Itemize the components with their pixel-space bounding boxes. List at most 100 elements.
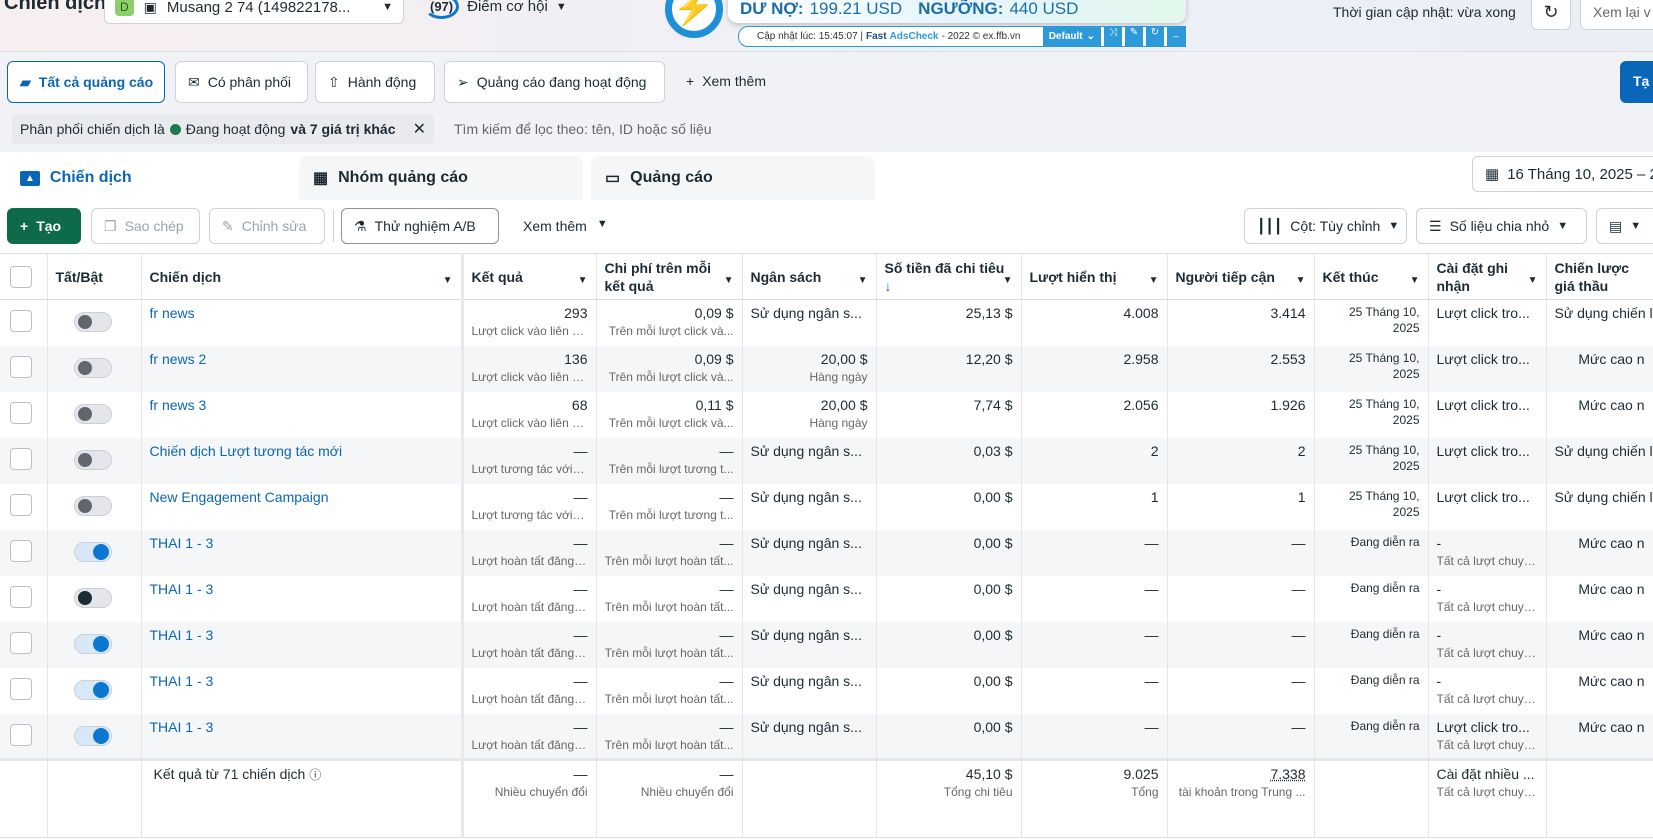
campaign-name-link[interactable]: THAI 1 - 3 [149,580,214,597]
more-actions-button[interactable]: Xem thêm ▼ [523,218,608,234]
col-campaign[interactable]: Chiến dịch ▼ [141,253,463,300]
campaign-name-link[interactable]: fr news [149,305,195,321]
filter-chip[interactable]: Phân phối chiến dịch là Đang hoạt động v… [12,114,434,144]
campaign-toggle[interactable] [73,403,112,424]
reach-cell: 2.553 [1167,345,1315,392]
minimize-icon[interactable]: _ [1167,27,1185,46]
create-button[interactable]: + Tạo [7,208,81,244]
campaign-toggle[interactable] [73,357,112,378]
columns-button[interactable]: ┃┃┃ Cột: Tùy chỉnh ▼ [1244,208,1407,244]
campaign-toggle[interactable] [73,587,112,608]
shuffle-icon[interactable]: ⤨ [1104,27,1122,46]
view-all-ads[interactable]: ▰ Tất cả quảng cáo [7,61,165,103]
campaign-name-link[interactable]: fr news 3 [149,396,207,413]
col-impressions[interactable]: Lượt hiển thị ▼ [1021,253,1168,300]
row-checkbox[interactable] [10,310,32,332]
campaign-toggle[interactable] [73,495,112,516]
row-checkbox[interactable] [10,539,32,562]
campaign-name-link[interactable]: New Engagement Campaign [149,488,329,505]
amount-spent: 0,00 $ [973,626,1013,643]
cost-per-result-sub: Trên mỗi lượt hoàn tất... [604,645,734,660]
date-range-picker[interactable]: ▦ 16 Tháng 10, 2025 – 23 [1472,156,1653,192]
row-checkbox[interactable] [10,401,32,424]
col-cost-per-result[interactable]: Chi phí trên mỗi kết quả ▼ [596,253,743,300]
col-reach[interactable]: Người tiếp cận ▼ [1167,253,1315,300]
name-cell: New Engagement Campaign [141,483,463,530]
opportunity-score[interactable]: (97) Điểm cơ hội ▼ [424,0,567,19]
bid-strategy: Sử dụng chiến l [1554,488,1653,505]
attribution-cell: Lượt click tro... [1428,299,1547,346]
row-checkbox[interactable] [10,447,32,470]
refresh-button[interactable]: ↻ [1531,0,1571,30]
preset-select[interactable]: Default ⌄ [1042,27,1101,46]
results: 293 [564,305,588,321]
row-checkbox[interactable] [10,723,32,746]
page-title: Chiến dịch [4,0,107,14]
row-checkbox[interactable] [10,355,32,378]
ab-test-button[interactable]: ⚗ Thử nghiệm A/B [341,208,499,244]
col-bid-strategy[interactable]: Chiến lược giá thầu [1546,253,1653,300]
campaign-toggle[interactable] [73,725,112,746]
breakdown-button[interactable]: ☰ Số liệu chia nhỏ ▼ [1416,208,1587,244]
col-attribution[interactable]: Cài đặt ghi nhận ▼ [1428,253,1547,300]
view-delivering[interactable]: ✉ Có phân phối [175,61,308,103]
results: — [573,580,588,597]
col-results[interactable]: Kết quả ▼ [460,253,597,300]
col-budget[interactable]: Ngân sách ▼ [742,253,877,300]
campaign-name-link[interactable]: THAI 1 - 3 [149,672,214,689]
select-all-checkbox[interactable] [10,265,32,288]
chevron-down-icon: ▼ [1148,275,1159,286]
budget: 20,00 $ [820,350,868,367]
account-selector[interactable]: D ▣ Musang 2 74 (149822178... ▼ [104,0,404,24]
campaign-toggle[interactable] [73,312,112,332]
tab-ads[interactable]: ▭ Quảng cáo [591,156,875,200]
campaign-name-link[interactable]: THAI 1 - 3 [149,534,214,551]
view-active-ads[interactable]: ➢ Quảng cáo đang hoạt động [444,61,665,103]
campaign-toggle[interactable] [73,633,112,654]
name-cell: THAI 1 - 3 [141,529,463,576]
edit-button[interactable]: ✎ Chỉnh sửa [209,208,325,244]
campaign-name-link[interactable]: Chiến dịch Lượt tương tác mới [149,442,343,459]
views-more-button[interactable]: + Xem thêm [686,73,766,89]
flask-icon: ⚗ [354,217,367,234]
bid-strategy: Mức cao n [1578,350,1645,367]
view-label: Có phân phối [207,74,292,90]
row-checkbox[interactable] [10,493,32,516]
results-sub: Lượt hoàn tất đăng ký... [471,599,588,614]
row-checkbox[interactable] [10,677,32,700]
tab-campaigns[interactable]: ▲ Chiến dịch [6,156,291,200]
select-all-header[interactable] [0,253,48,300]
attribution: - [1436,534,1442,551]
summary-reach[interactable]: 7.338 [1270,766,1306,782]
campaign-toggle[interactable] [73,679,112,700]
reach-cell: 3.414 [1167,299,1315,346]
col-ends[interactable]: Kết thúc ▼ [1314,253,1429,300]
budget-cell: Sử dụng ngân s... [742,621,877,668]
review-button[interactable]: Xem lại v [1580,0,1653,30]
duplicate-button[interactable]: ❐ Sao chép [91,208,200,244]
campaign-name-link[interactable]: THAI 1 - 3 [149,718,214,735]
campaign-name-link[interactable]: fr news 2 [149,350,207,367]
bid-cell: Sử dụng chiến l [1546,483,1653,530]
campaign-toggle[interactable] [73,541,112,562]
row-select-cell [0,483,48,530]
cost-per-result-sub: Trên mỗi lượt hoàn tất... [604,737,734,752]
campaign-toggle[interactable] [73,449,112,470]
create-top-button[interactable]: Tạ [1620,61,1653,103]
close-icon[interactable]: ✕ [412,121,426,138]
toggle-cell [47,621,142,668]
edit-icon[interactable]: ✎ [1125,27,1143,46]
summary-spent-sub: Tổng chi tiêu [943,785,1013,799]
tab-ad-sets[interactable]: ▦ Nhóm quảng cáo [299,156,583,200]
filter-search-input[interactable]: Tìm kiếm để lọc theo: tên, ID hoặc số li… [454,121,712,137]
reports-button[interactable]: ▤ ▼ [1596,208,1653,244]
view-actions[interactable]: ⇧ Hành động [315,61,435,103]
refresh-icon[interactable]: ↻ [1146,27,1164,46]
brand-adscheck: AdsCheck [889,31,939,42]
campaign-name-link[interactable]: THAI 1 - 3 [149,626,214,643]
info-icon[interactable]: ⓘ [309,768,322,782]
row-checkbox[interactable] [10,585,32,608]
end-date: Đang diễn ra [1350,580,1420,595]
col-amount-spent[interactable]: Số tiền đã chi tiêu ↓ ▼ [876,253,1022,300]
row-checkbox[interactable] [10,631,32,654]
